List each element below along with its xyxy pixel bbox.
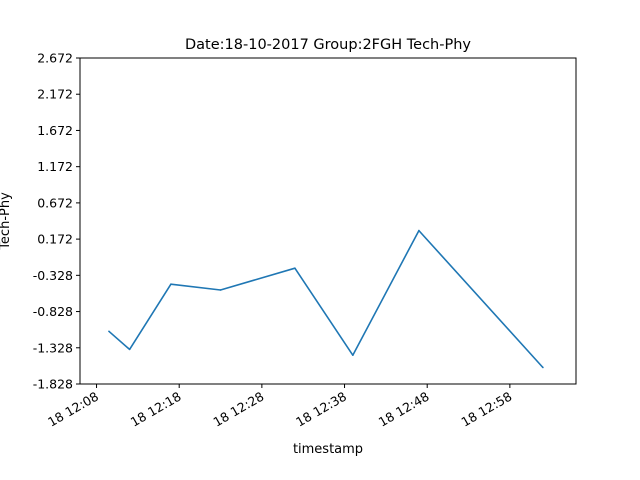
axes-frame: [79, 57, 577, 385]
data-point: [352, 354, 354, 356]
x-tick-label: 18 12:58: [458, 389, 514, 430]
y-tick-label: -1.828: [33, 377, 73, 392]
data-point: [542, 366, 544, 369]
y-tick-label: 2.172: [37, 87, 73, 102]
x-tick-label: 18 12:28: [210, 389, 266, 430]
y-tick-label: 1.172: [37, 159, 73, 174]
y-axis-label: Tech-Phy: [0, 192, 13, 251]
y-tick-label: 2.672: [37, 51, 73, 66]
y-tick-label: -0.328: [33, 268, 73, 283]
y-tick-label: -0.828: [33, 304, 73, 319]
series-line: [108, 229, 544, 369]
x-axis: 18 12:08 18 12:18 18 12:28 18 12:38 18 12:48…: [45, 384, 514, 430]
data-point: [418, 229, 420, 232]
data-point: [170, 283, 172, 285]
plot-area: [108, 229, 544, 369]
x-axis-label: timestamp: [293, 442, 363, 457]
data-point: [294, 267, 296, 270]
y-tick-label: 0.172: [37, 232, 73, 247]
x-tick-label: 18 12:38: [293, 389, 349, 430]
y-tick-label: 1.672: [37, 123, 73, 138]
y-axis: -1.828 -1.328 -0.828 -0.328 0.172 0.672 1.172 1…: [33, 51, 80, 392]
data-point: [108, 330, 110, 333]
x-tick-label: 18 12:48: [376, 389, 432, 430]
chart-title: Date:18-10-2017 Group:2FGH Tech-Phy: [185, 37, 471, 53]
y-tick-label: -1.328: [33, 340, 73, 355]
y-tick-label: 0.672: [37, 195, 73, 210]
x-tick-label: 18 12:18: [128, 389, 184, 430]
x-tick-label: 18 12:08: [45, 389, 101, 430]
data-point: [219, 289, 222, 291]
data-point: [128, 348, 131, 351]
